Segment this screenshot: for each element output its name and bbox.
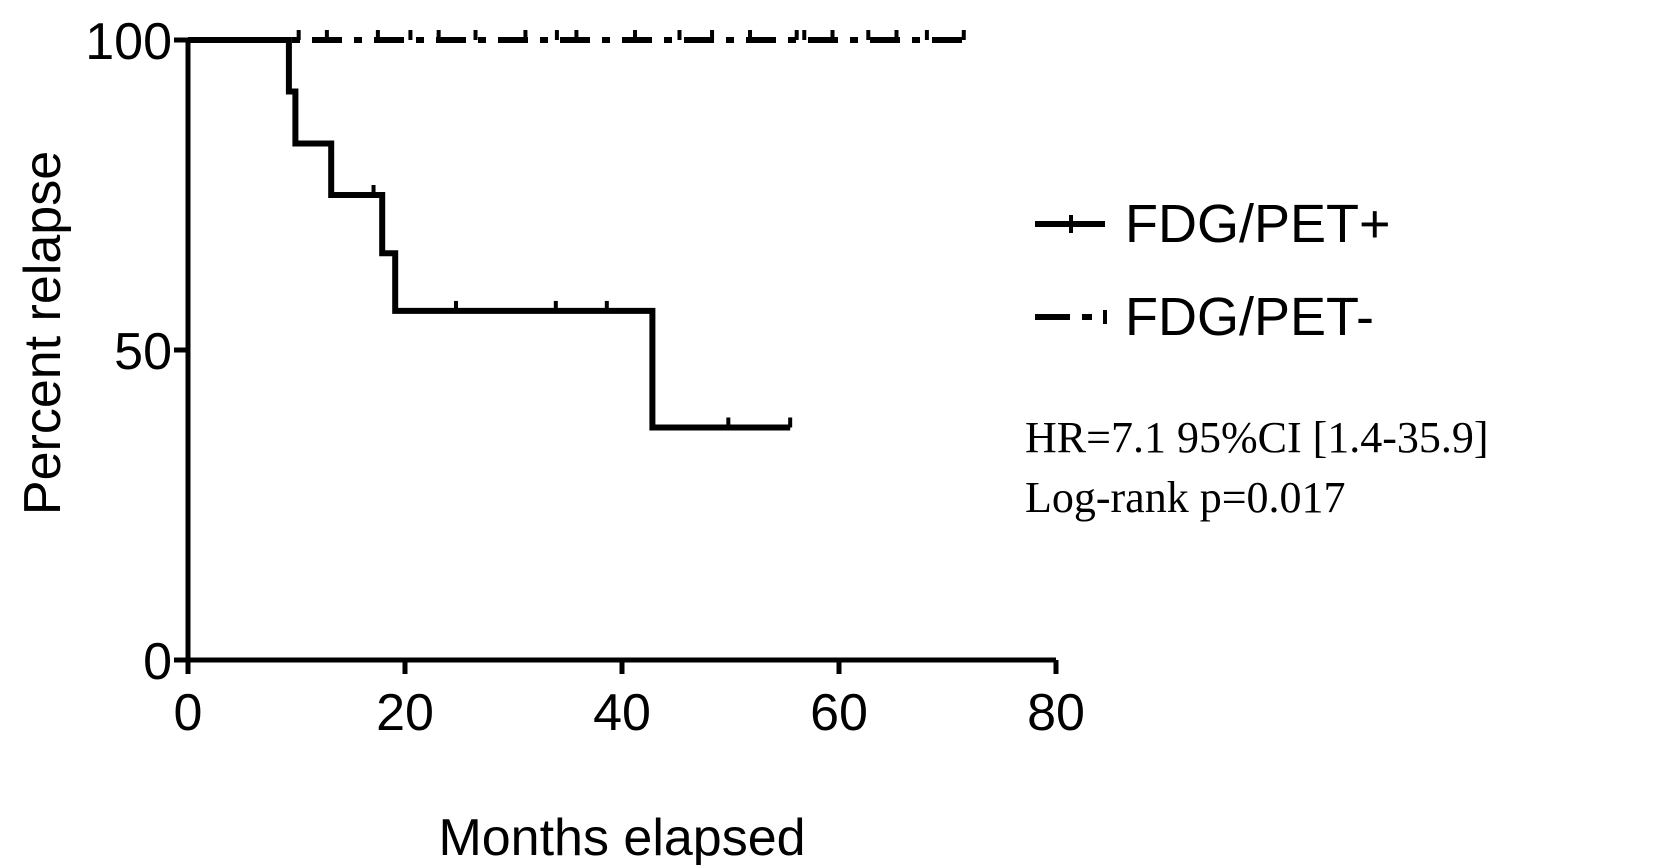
y-tick-label-100: 100	[85, 13, 172, 71]
series-layer	[188, 30, 966, 431]
legend-label-fdg-pet-positive: FDG/PET+	[1125, 194, 1391, 254]
y-axis-title: Percent relapse	[14, 151, 72, 515]
annotation-log-rank: Log-rank p=0.017	[1025, 473, 1346, 522]
series-fdg-pet-negative	[188, 30, 966, 43]
legend-item-fdg-pet-negative: FDG/PET-	[1035, 287, 1374, 347]
x-tick-label-0: 0	[174, 684, 203, 742]
annotation-hazard-ratio: HR=7.1 95%CI [1.4-35.9]	[1025, 413, 1489, 462]
x-axis-title: Months elapsed	[438, 809, 805, 865]
x-tick-label-80: 80	[1027, 684, 1085, 742]
legend: FDG/PET+ FDG/PET-	[1035, 194, 1391, 347]
axes-layer	[185, 38, 1056, 663]
x-tick-label-40: 40	[593, 684, 651, 742]
legend-label-fdg-pet-negative: FDG/PET-	[1125, 287, 1374, 347]
y-tick-label-50: 50	[114, 323, 172, 381]
x-tick-label-20: 20	[376, 684, 434, 742]
series-line	[188, 37, 791, 431]
ticks-layer: 0 20 40 60 80 0 50 100	[85, 13, 1085, 742]
x-tick-label-60: 60	[810, 684, 868, 742]
series-fdg-pet-positive	[188, 37, 793, 431]
y-tick-label-0: 0	[143, 633, 172, 691]
legend-item-fdg-pet-positive: FDG/PET+	[1035, 194, 1391, 254]
